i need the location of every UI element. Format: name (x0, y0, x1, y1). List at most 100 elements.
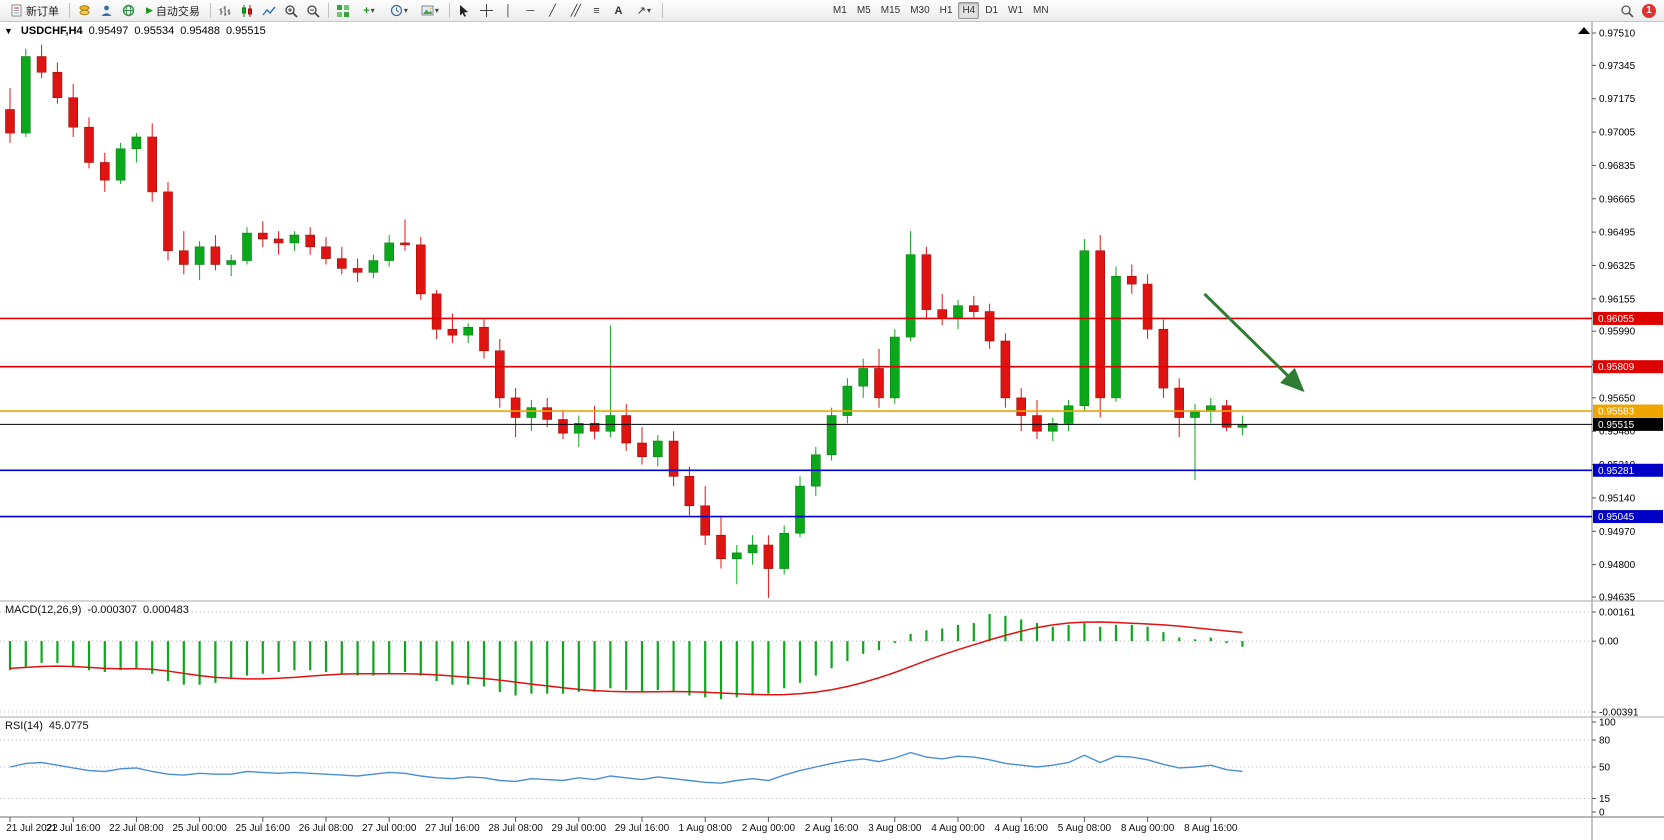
ohlc-open: 0.95497 (88, 25, 129, 37)
svg-text:0.96835: 0.96835 (1599, 161, 1636, 172)
globe-icon[interactable] (118, 2, 139, 20)
svg-text:0.97345: 0.97345 (1599, 61, 1636, 72)
rsi-line (9, 751, 1243, 784)
svg-text:0.94970: 0.94970 (1599, 527, 1636, 538)
svg-text:0.96155: 0.96155 (1599, 294, 1636, 305)
svg-text:27 Jul 00:00: 27 Jul 00:00 (362, 823, 417, 834)
clock-icon (390, 4, 403, 17)
svg-text:3 Aug 08:00: 3 Aug 08:00 (868, 823, 922, 834)
text-glyph: A (614, 4, 623, 17)
timeframe-button-m1[interactable]: M1 (832, 5, 847, 16)
user-icon[interactable] (96, 2, 117, 20)
bar-chart-icon[interactable] (215, 2, 236, 20)
channel-icon[interactable]: ╱╱ (564, 2, 585, 20)
timeframe-button-w1[interactable]: W1 (1008, 5, 1024, 16)
horizontal-line-icon[interactable]: ─ (520, 2, 541, 20)
auto-trading-button[interactable]: ▶ 自动交易 (140, 2, 206, 20)
scroll-to-end-marker[interactable] (1578, 27, 1590, 34)
svg-text:27 Jul 16:00: 27 Jul 16:00 (425, 823, 480, 834)
globe-glyph (122, 4, 135, 17)
text-tool-icon[interactable]: A (608, 2, 629, 20)
price-axis-badge: 0.95583 (1593, 404, 1663, 418)
timeframe-button-d1[interactable]: D1 (985, 5, 999, 16)
fibonacci-icon[interactable]: ≡ (586, 2, 607, 20)
cursor-icon[interactable] (454, 2, 475, 20)
svg-text:26 Jul 08:00: 26 Jul 08:00 (299, 823, 354, 834)
line-chart-icon[interactable] (259, 2, 280, 20)
indicators-button[interactable]: + ▾ (355, 2, 383, 20)
svg-text:8 Aug 00:00: 8 Aug 00:00 (1121, 823, 1175, 834)
timeframe-button-mn[interactable]: MN (1033, 5, 1049, 16)
rsi-axis-labels: 100 80 50 15 0 (0, 718, 1616, 819)
svg-text:0.94635: 0.94635 (1599, 593, 1636, 604)
timeframe-button-m5[interactable]: M5 (856, 5, 871, 16)
timeframe-button-m30[interactable]: M30 (910, 5, 930, 16)
coins-icon[interactable] (74, 2, 95, 20)
timeframe-button-h1[interactable]: H1 (939, 5, 953, 16)
zoom-in-icon[interactable] (281, 2, 302, 20)
svg-text:2 Aug 16:00: 2 Aug 16:00 (805, 823, 859, 834)
chevron-down-icon: ▾ (647, 6, 652, 15)
tile-windows-glyph (337, 4, 350, 17)
timeframe-group: M1 M5 M15 M30 H1 H4 D1 W1 MN (828, 2, 1054, 19)
svg-text:22 Jul 08:00: 22 Jul 08:00 (109, 823, 164, 834)
chevron-down-icon: ▾ (403, 6, 408, 15)
svg-text:25 Jul 16:00: 25 Jul 16:00 (236, 823, 291, 834)
svg-text:28 Jul 08:00: 28 Jul 08:00 (488, 823, 543, 834)
templates-button[interactable]: ▾ (415, 2, 445, 20)
svg-text:0.97175: 0.97175 (1599, 94, 1636, 105)
svg-text:5 Aug 08:00: 5 Aug 08:00 (1058, 823, 1112, 834)
periods-button[interactable]: ▾ (384, 2, 414, 20)
rsi-value: 45.0775 (48, 720, 89, 732)
svg-text:15: 15 (1599, 794, 1611, 805)
chart-collapse-icon[interactable]: ▼ (4, 26, 13, 36)
svg-text:21 Jul 2022: 21 Jul 2022 (6, 823, 58, 834)
timeframe-button-m15[interactable]: M15 (880, 5, 901, 16)
trend-arrow-annotation[interactable] (1203, 292, 1305, 393)
new-order-label: 新订单 (26, 5, 59, 18)
zoom-in-glyph (285, 4, 298, 18)
macd-signal-line (9, 621, 1243, 696)
svg-text:29 Jul 00:00: 29 Jul 00:00 (552, 823, 607, 834)
svg-text:0.00161: 0.00161 (1599, 608, 1636, 619)
separator (209, 3, 211, 18)
separator (448, 3, 450, 18)
separator (69, 3, 70, 18)
rsi-name: RSI(14) (5, 720, 43, 732)
svg-text:1 Aug 08:00: 1 Aug 08:00 (679, 823, 733, 834)
svg-text:0.96055: 0.96055 (1598, 314, 1635, 325)
svg-text:0.95480: 0.95480 (1599, 427, 1636, 438)
svg-text:4 Aug 00:00: 4 Aug 00:00 (931, 823, 985, 834)
svg-text:0.95809: 0.95809 (1598, 362, 1635, 373)
svg-text:8 Aug 16:00: 8 Aug 16:00 (1184, 823, 1238, 834)
rsi-indicator-label: RSI(14) 45.0775 (5, 720, 89, 732)
search-icon[interactable] (1616, 2, 1637, 20)
toolbar: 新订单 ▶ 自动交易 (0, 0, 1664, 22)
channel-glyph: ╱╱ (570, 5, 581, 17)
ohlc-low: 0.95488 (180, 25, 220, 37)
svg-text:0.95045: 0.95045 (1598, 512, 1635, 523)
chart-title: ▼ USDCHF,H4 0.95497 0.95534 0.95488 0.95… (4, 25, 266, 37)
ohlc-close: 0.95515 (225, 25, 266, 37)
macd-indicator-label: MACD(12,26,9) -0.000307 0.000483 (5, 604, 189, 616)
tile-windows-icon[interactable] (333, 2, 354, 20)
notification-badge[interactable]: 1 (1642, 3, 1656, 18)
crosshair-icon[interactable] (476, 2, 497, 20)
fibonacci-glyph: ≡ (593, 4, 600, 17)
svg-text:0.95990: 0.95990 (1599, 327, 1636, 338)
new-order-button[interactable]: 新订单 (4, 2, 65, 20)
svg-text:0.97510: 0.97510 (1599, 29, 1636, 40)
new-order-icon (11, 4, 22, 17)
chart-area[interactable]: 0.97510 0.97345 0.97175 0.97005 0.96835 0.966… (0, 22, 1664, 840)
svg-text:0.95583: 0.95583 (1598, 407, 1635, 418)
price-axis-badge: 0.95515 (1593, 417, 1663, 431)
svg-text:50: 50 (1599, 763, 1611, 774)
arrows-tool-button[interactable]: ↗ ▾ (630, 2, 658, 20)
vertical-line-icon[interactable]: │ (498, 2, 519, 20)
trendline-icon[interactable]: ╱ (542, 2, 563, 20)
timeframe-button-h4[interactable]: H4 (958, 2, 980, 19)
hline-glyph: ─ (526, 4, 535, 17)
candlestick-chart-icon[interactable] (237, 2, 258, 20)
zoom-out-icon[interactable] (303, 2, 324, 20)
